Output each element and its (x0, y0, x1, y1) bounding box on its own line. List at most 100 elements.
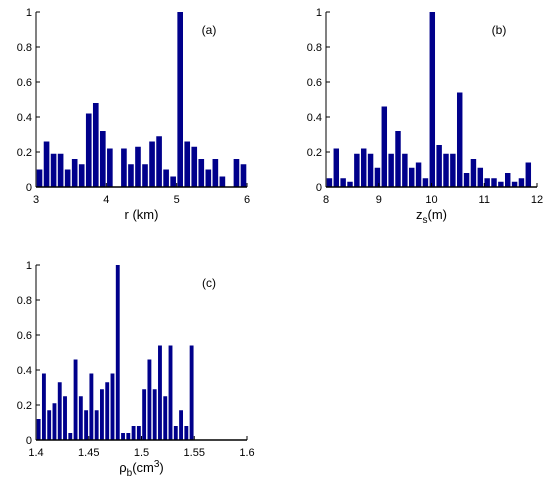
panel-a-bar (191, 146, 198, 187)
panel-a-bar (156, 136, 162, 187)
panel-c-bar (152, 389, 157, 440)
panel-b-bar (354, 153, 360, 187)
panel-c-x-label: ρb(cm3) (119, 459, 164, 479)
panel-c-y-tick-label: 0.6 (17, 330, 32, 342)
panel-a-bar (198, 159, 205, 187)
panel-b-bar (463, 173, 470, 187)
panel-c-bar (89, 373, 94, 440)
panel-c-y-tick-label: 0.4 (17, 365, 32, 377)
panel-b-bar (491, 178, 497, 187)
panel-c-x-tick-label: 1.6 (239, 447, 254, 459)
panel-b-annotation: (b) (492, 23, 507, 37)
panel-c-bar (52, 403, 57, 440)
panel-a-bar (135, 146, 141, 187)
panel-b-x-label: zs(m) (416, 207, 447, 226)
panel-b-x-tick-label: 12 (531, 194, 543, 206)
panel-a-bar (142, 164, 148, 187)
panel-b-bar (470, 159, 477, 187)
panel-a-bar (170, 176, 176, 187)
panel-a-bar (71, 159, 78, 187)
panel-b-bar (395, 131, 401, 187)
panel-a-bar (149, 141, 155, 187)
panel-c-bar (100, 389, 104, 440)
panel-b-bar (450, 153, 456, 187)
panel-c-bar (47, 410, 52, 440)
panel-a-y-tick-label: 0.2 (17, 147, 32, 159)
panel-c-bar (41, 373, 46, 440)
panel-c-bar (168, 345, 173, 440)
panel-b-x-tick-label: 9 (376, 194, 382, 206)
panel-a-bar (233, 159, 240, 187)
panel-c-bar (179, 410, 183, 440)
panel-c-bar (163, 396, 168, 440)
panel-a-x-tick-label: 6 (244, 194, 250, 206)
panel-b-bar (347, 181, 353, 187)
panel-b-x-tick-label: 10 (425, 194, 437, 206)
panel-a-bar (78, 164, 85, 187)
panel-b-bar (340, 178, 346, 187)
panel-a-bar (36, 169, 43, 187)
panel-b-x-tick-label: 8 (323, 194, 329, 206)
panel-a-bar (64, 169, 71, 187)
panel-c-bar (94, 410, 99, 440)
panel-c-bar (78, 396, 83, 440)
panel-c-bar (121, 433, 125, 440)
panel-c-bar (73, 359, 78, 440)
panel-a-y-tick-label: 0.8 (17, 42, 32, 54)
panel-b-x-tick-label: 11 (479, 194, 490, 206)
panel-b-bar (374, 167, 381, 187)
panel-c-bar (158, 345, 162, 440)
panel-b-bar (429, 12, 436, 187)
panel-b-bar (415, 162, 422, 187)
panel-b-bar (436, 145, 442, 187)
panel-a-bar (163, 169, 169, 187)
panel-b-bar (333, 148, 340, 187)
panel-a-bar (100, 131, 106, 187)
panel-c-y-tick-label: 0.8 (17, 295, 32, 307)
panel-c-bar (131, 426, 136, 440)
panel-c-bar (126, 433, 131, 440)
panel-a-annotation: (a) (202, 23, 217, 37)
panel-a-y-tick-label: 0.4 (17, 112, 32, 124)
panel-a-bar (177, 12, 183, 187)
panel-c-x-tick-label: 1.5 (134, 447, 149, 459)
panel-a-x-tick-label: 4 (103, 194, 109, 206)
panel-b-bar (408, 167, 415, 187)
panel-b-y-tick-label: 0.6 (307, 77, 322, 89)
panel-c-bar (68, 433, 73, 440)
panel-b-bar (504, 173, 511, 187)
panel-b-y-tick-label: 0.8 (307, 42, 322, 54)
panel-a-y-tick-label: 0.6 (17, 77, 32, 89)
panel-a-bar (184, 141, 191, 187)
panel-a-bar (43, 141, 50, 187)
panel-b-bar (402, 153, 408, 187)
panel-a-bar (57, 153, 64, 187)
panel-b-bar (477, 167, 484, 187)
panel-c-annotation: (c) (202, 276, 216, 290)
panel-b-bar (498, 181, 504, 187)
panel-c-y-tick-label: 0 (26, 435, 32, 447)
panel-c-bar (189, 345, 194, 440)
panel-c-bar (105, 382, 110, 440)
panel-b-bar (326, 178, 333, 187)
panel-a-bar (240, 164, 247, 187)
panel-c-bar (36, 419, 41, 440)
panel-a-bar (219, 176, 226, 187)
panel-b-bar (360, 148, 367, 187)
panel-b-bar (422, 178, 429, 187)
panel-b-bar (388, 153, 394, 187)
panel-b-y-tick-label: 1 (316, 7, 322, 19)
panel-b-bar (525, 162, 532, 187)
panel-c-bar (147, 359, 152, 440)
panel-a-bar (85, 113, 92, 187)
panel-a-x-label: r (km) (125, 207, 159, 222)
panel-c-bar (110, 373, 115, 440)
panel-c-x-tick-label: 1.4 (28, 447, 43, 459)
panel-b-bar (511, 181, 518, 187)
panel-c-x-tick-label: 1.55 (184, 447, 205, 459)
panel-b-bar (367, 153, 374, 187)
panel-b-y-tick-label: 0.2 (307, 147, 322, 159)
panel-b-bar (443, 153, 449, 187)
panel-a-bar (50, 153, 57, 187)
